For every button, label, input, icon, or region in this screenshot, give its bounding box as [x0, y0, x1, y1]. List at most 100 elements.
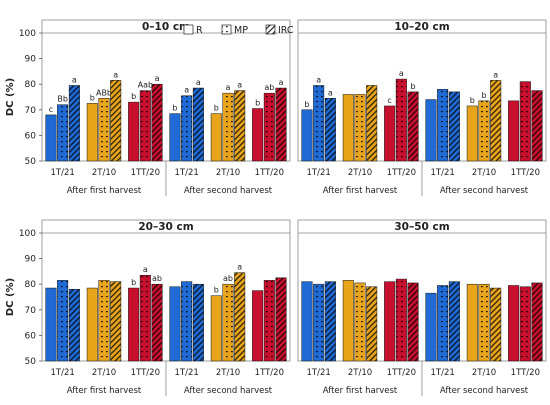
- significance-label: a: [493, 70, 498, 79]
- category-label: 1T/21: [51, 368, 75, 378]
- significance-label: a: [196, 78, 201, 87]
- bar-r: [425, 292, 437, 362]
- significance-label: a: [316, 75, 321, 84]
- group-label: After first harvest: [323, 186, 398, 196]
- bar-pattern: [531, 90, 543, 161]
- bar-r: [301, 281, 313, 362]
- bar-pattern: [275, 88, 287, 161]
- significance-label: Aab: [138, 81, 153, 90]
- significance-label: ab: [152, 274, 162, 283]
- bar-pattern: [193, 88, 204, 161]
- group-label: After second harvest: [184, 186, 273, 196]
- significance-label: ab: [223, 274, 233, 283]
- bar-r: [384, 281, 396, 362]
- bar-pattern: [366, 286, 377, 361]
- significance-label: a: [72, 75, 77, 84]
- bar-pattern: [110, 281, 121, 361]
- category-label: 1T/21: [431, 368, 455, 378]
- category-label: 1TT/20: [387, 168, 416, 178]
- significance-label: b: [214, 104, 219, 113]
- category-label: 2T/10: [348, 168, 372, 178]
- significance-label: b: [255, 99, 260, 108]
- y-tick-label: 70: [25, 106, 37, 116]
- group-label: After first harvest: [67, 386, 142, 396]
- category-label: 2T/10: [92, 168, 116, 178]
- bar-pattern: [325, 98, 336, 161]
- bar-r: [45, 287, 57, 362]
- group-label: After first harvest: [67, 186, 142, 196]
- bar-pattern: [110, 80, 121, 161]
- group-label: After second harvest: [440, 186, 529, 196]
- legend-swatch-pattern: [222, 25, 231, 34]
- bar-r: [86, 287, 98, 362]
- significance-label: Bb: [57, 95, 68, 104]
- bar-pattern: [181, 95, 192, 161]
- bar-pattern: [57, 104, 68, 161]
- bar-pattern: [325, 281, 336, 361]
- significance-label: a: [184, 86, 189, 95]
- bar-pattern: [366, 85, 377, 161]
- panel-3: 20–30 cm 50 60 70 80 90 100 DC (%) After first h…: [5, 219, 291, 396]
- significance-label: b: [304, 100, 309, 109]
- category-label: 2T/10: [472, 168, 496, 178]
- category-label: 1T/21: [307, 168, 331, 178]
- significance-label: b: [131, 92, 136, 101]
- significance-label: a: [399, 69, 404, 78]
- group-label: After second harvest: [184, 386, 273, 396]
- bar-pattern: [140, 90, 151, 161]
- y-tick-label: 70: [25, 306, 37, 316]
- legend-swatch-pattern: [266, 25, 275, 34]
- bar-r: [128, 287, 140, 362]
- bar-r: [45, 114, 57, 162]
- y-tick-label: 50: [25, 157, 37, 167]
- bar-pattern: [531, 282, 543, 361]
- bar-pattern: [193, 284, 204, 361]
- significance-label: b: [481, 91, 486, 100]
- bar-pattern: [140, 275, 151, 361]
- panel-title: 30–50 cm: [394, 221, 449, 233]
- significance-label: c: [49, 105, 53, 114]
- significance-label: c: [387, 96, 391, 105]
- bar-pattern: [57, 280, 68, 361]
- category-label: 1T/21: [175, 368, 199, 378]
- category-label: 1TT/20: [511, 168, 540, 178]
- y-axis-label: DC (%): [5, 78, 16, 116]
- panel-title: 0–10 cm: [142, 21, 190, 33]
- category-label: 1T/21: [307, 368, 331, 378]
- y-tick-label: 80: [25, 80, 37, 90]
- bar-pattern: [222, 284, 234, 361]
- category-label: 1TT/20: [255, 368, 284, 378]
- bar-pattern: [313, 284, 324, 361]
- bar-pattern: [69, 289, 80, 361]
- significance-label: a: [226, 83, 231, 92]
- y-tick-label: 90: [25, 55, 37, 65]
- significance-label: b: [172, 104, 177, 113]
- bar-r: [508, 285, 520, 362]
- category-label: 2T/10: [472, 368, 496, 378]
- bar-r: [425, 99, 437, 162]
- category-label: 2T/10: [348, 368, 372, 378]
- bar-pattern: [234, 90, 245, 161]
- significance-label: ABb: [96, 88, 112, 97]
- bar-pattern: [407, 91, 419, 161]
- bar-pattern: [264, 280, 275, 361]
- panel-title: 10–20 cm: [394, 21, 449, 33]
- bar-pattern: [490, 80, 501, 161]
- bar-pattern: [396, 279, 407, 361]
- bar-pattern: [98, 98, 110, 161]
- significance-label: ab: [264, 83, 274, 92]
- group-label: After first harvest: [323, 386, 398, 396]
- bar-r: [169, 286, 181, 362]
- bar-pattern: [407, 282, 419, 361]
- bar-pattern: [151, 284, 163, 361]
- bar-pattern: [354, 282, 366, 361]
- significance-label: a: [237, 81, 242, 90]
- bar-r: [508, 100, 520, 162]
- bar-r: [86, 103, 98, 162]
- category-label: 1TT/20: [511, 368, 540, 378]
- y-tick-label: 90: [25, 255, 37, 265]
- bar-r: [128, 101, 140, 162]
- bar-pattern: [181, 281, 192, 361]
- category-label: 2T/10: [92, 368, 116, 378]
- y-tick-label: 60: [25, 131, 37, 141]
